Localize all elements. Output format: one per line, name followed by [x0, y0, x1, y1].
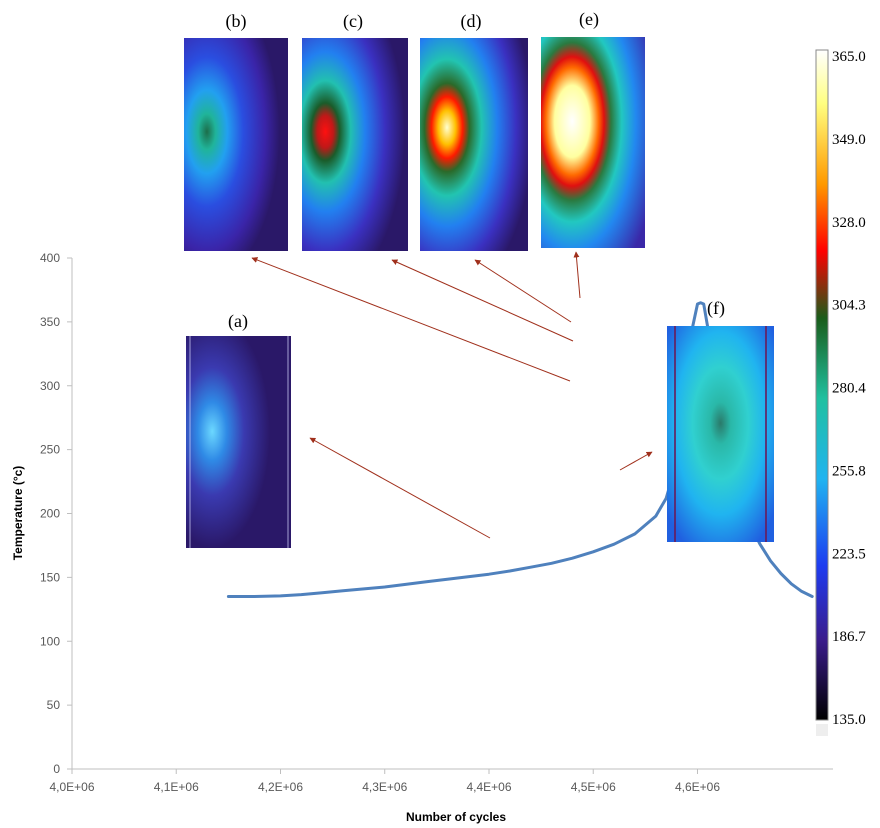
arrow-to-c: [391, 259, 574, 342]
inset-e-image: [541, 37, 645, 248]
x-tick-label: 4,4E+06: [466, 780, 511, 794]
x-tick-label: 4,5E+06: [571, 780, 616, 794]
colorbar-footer: [816, 724, 828, 736]
inset-a-image: [186, 336, 291, 548]
x-tick-label: 4,1E+06: [154, 780, 199, 794]
inset-e: (e): [541, 9, 645, 248]
inset-f-label: (f): [707, 298, 725, 319]
x-tick-label: 4,0E+06: [49, 780, 94, 794]
inset-c-label: (c): [343, 11, 363, 32]
inset-e-label: (e): [579, 9, 599, 30]
inset-a: (a): [186, 311, 291, 548]
colorbar-gradient: [815, 49, 829, 721]
arrow-to-e: [573, 251, 581, 299]
inset-arrows: [251, 251, 653, 539]
inset-f: (f): [667, 298, 774, 542]
inset-b-image: [184, 38, 288, 251]
arrow-to-a: [309, 437, 491, 539]
x-axis-title: Number of cycles: [406, 810, 506, 824]
inset-d: (d): [420, 11, 528, 251]
inset-b: (b): [184, 11, 288, 251]
inset-d-label: (d): [461, 11, 482, 32]
thermal-insets: (a) (b) (c) (d) (e) (f): [184, 9, 774, 548]
x-tick-label: 4,6E+06: [675, 780, 720, 794]
y-tick-label: 0: [53, 762, 60, 776]
inset-c-image: [302, 38, 408, 251]
x-ticks: 4,0E+06 4,1E+06 4,2E+06 4,3E+06 4,4E+06 4,5E+…: [49, 769, 720, 794]
colorbar-tick-label: 328.0: [832, 215, 866, 231]
colorbar-tick-label: 255.8: [832, 463, 866, 479]
colorbar-tick-label: 304.3: [832, 298, 866, 314]
inset-d-image: [420, 38, 528, 251]
y-tick-label: 250: [40, 443, 60, 457]
colorbar-tick-label: 186.7: [832, 629, 866, 645]
y-tick-label: 400: [40, 251, 60, 265]
y-tick-label: 300: [40, 379, 60, 393]
x-tick-label: 4,2E+06: [258, 780, 303, 794]
inset-c: (c): [302, 11, 408, 251]
inset-b-label: (b): [226, 11, 247, 32]
colorbar-tick-label: 365.0: [832, 49, 866, 65]
colorbar: 365.0 349.0 328.0 304.3 280.4 255.8 223.5 186.7…: [815, 49, 866, 736]
y-tick-label: 50: [47, 698, 61, 712]
y-tick-label: 100: [40, 634, 60, 648]
colorbar-tick-label: 223.5: [832, 546, 866, 562]
y-ticks: 0 50 100 150 200 250 300 350 400: [40, 251, 72, 776]
arrow-to-d: [474, 259, 572, 323]
y-tick-label: 200: [40, 507, 60, 521]
inset-f-image: [667, 326, 774, 542]
arrow-to-b: [251, 257, 571, 382]
inset-a-label: (a): [228, 311, 248, 332]
y-axis-title: Temperature (°c): [11, 466, 25, 561]
colorbar-tick-label: 280.4: [832, 381, 866, 397]
colorbar-tick-labels: 365.0 349.0 328.0 304.3 280.4 255.8 223.5 186.7…: [832, 49, 866, 728]
colorbar-tick-label: 135.0: [832, 712, 866, 728]
x-tick-label: 4,3E+06: [362, 780, 407, 794]
arrow-to-f: [619, 451, 653, 471]
y-tick-label: 150: [40, 570, 60, 584]
y-tick-label: 350: [40, 315, 60, 329]
colorbar-tick-label: 349.0: [832, 132, 866, 148]
